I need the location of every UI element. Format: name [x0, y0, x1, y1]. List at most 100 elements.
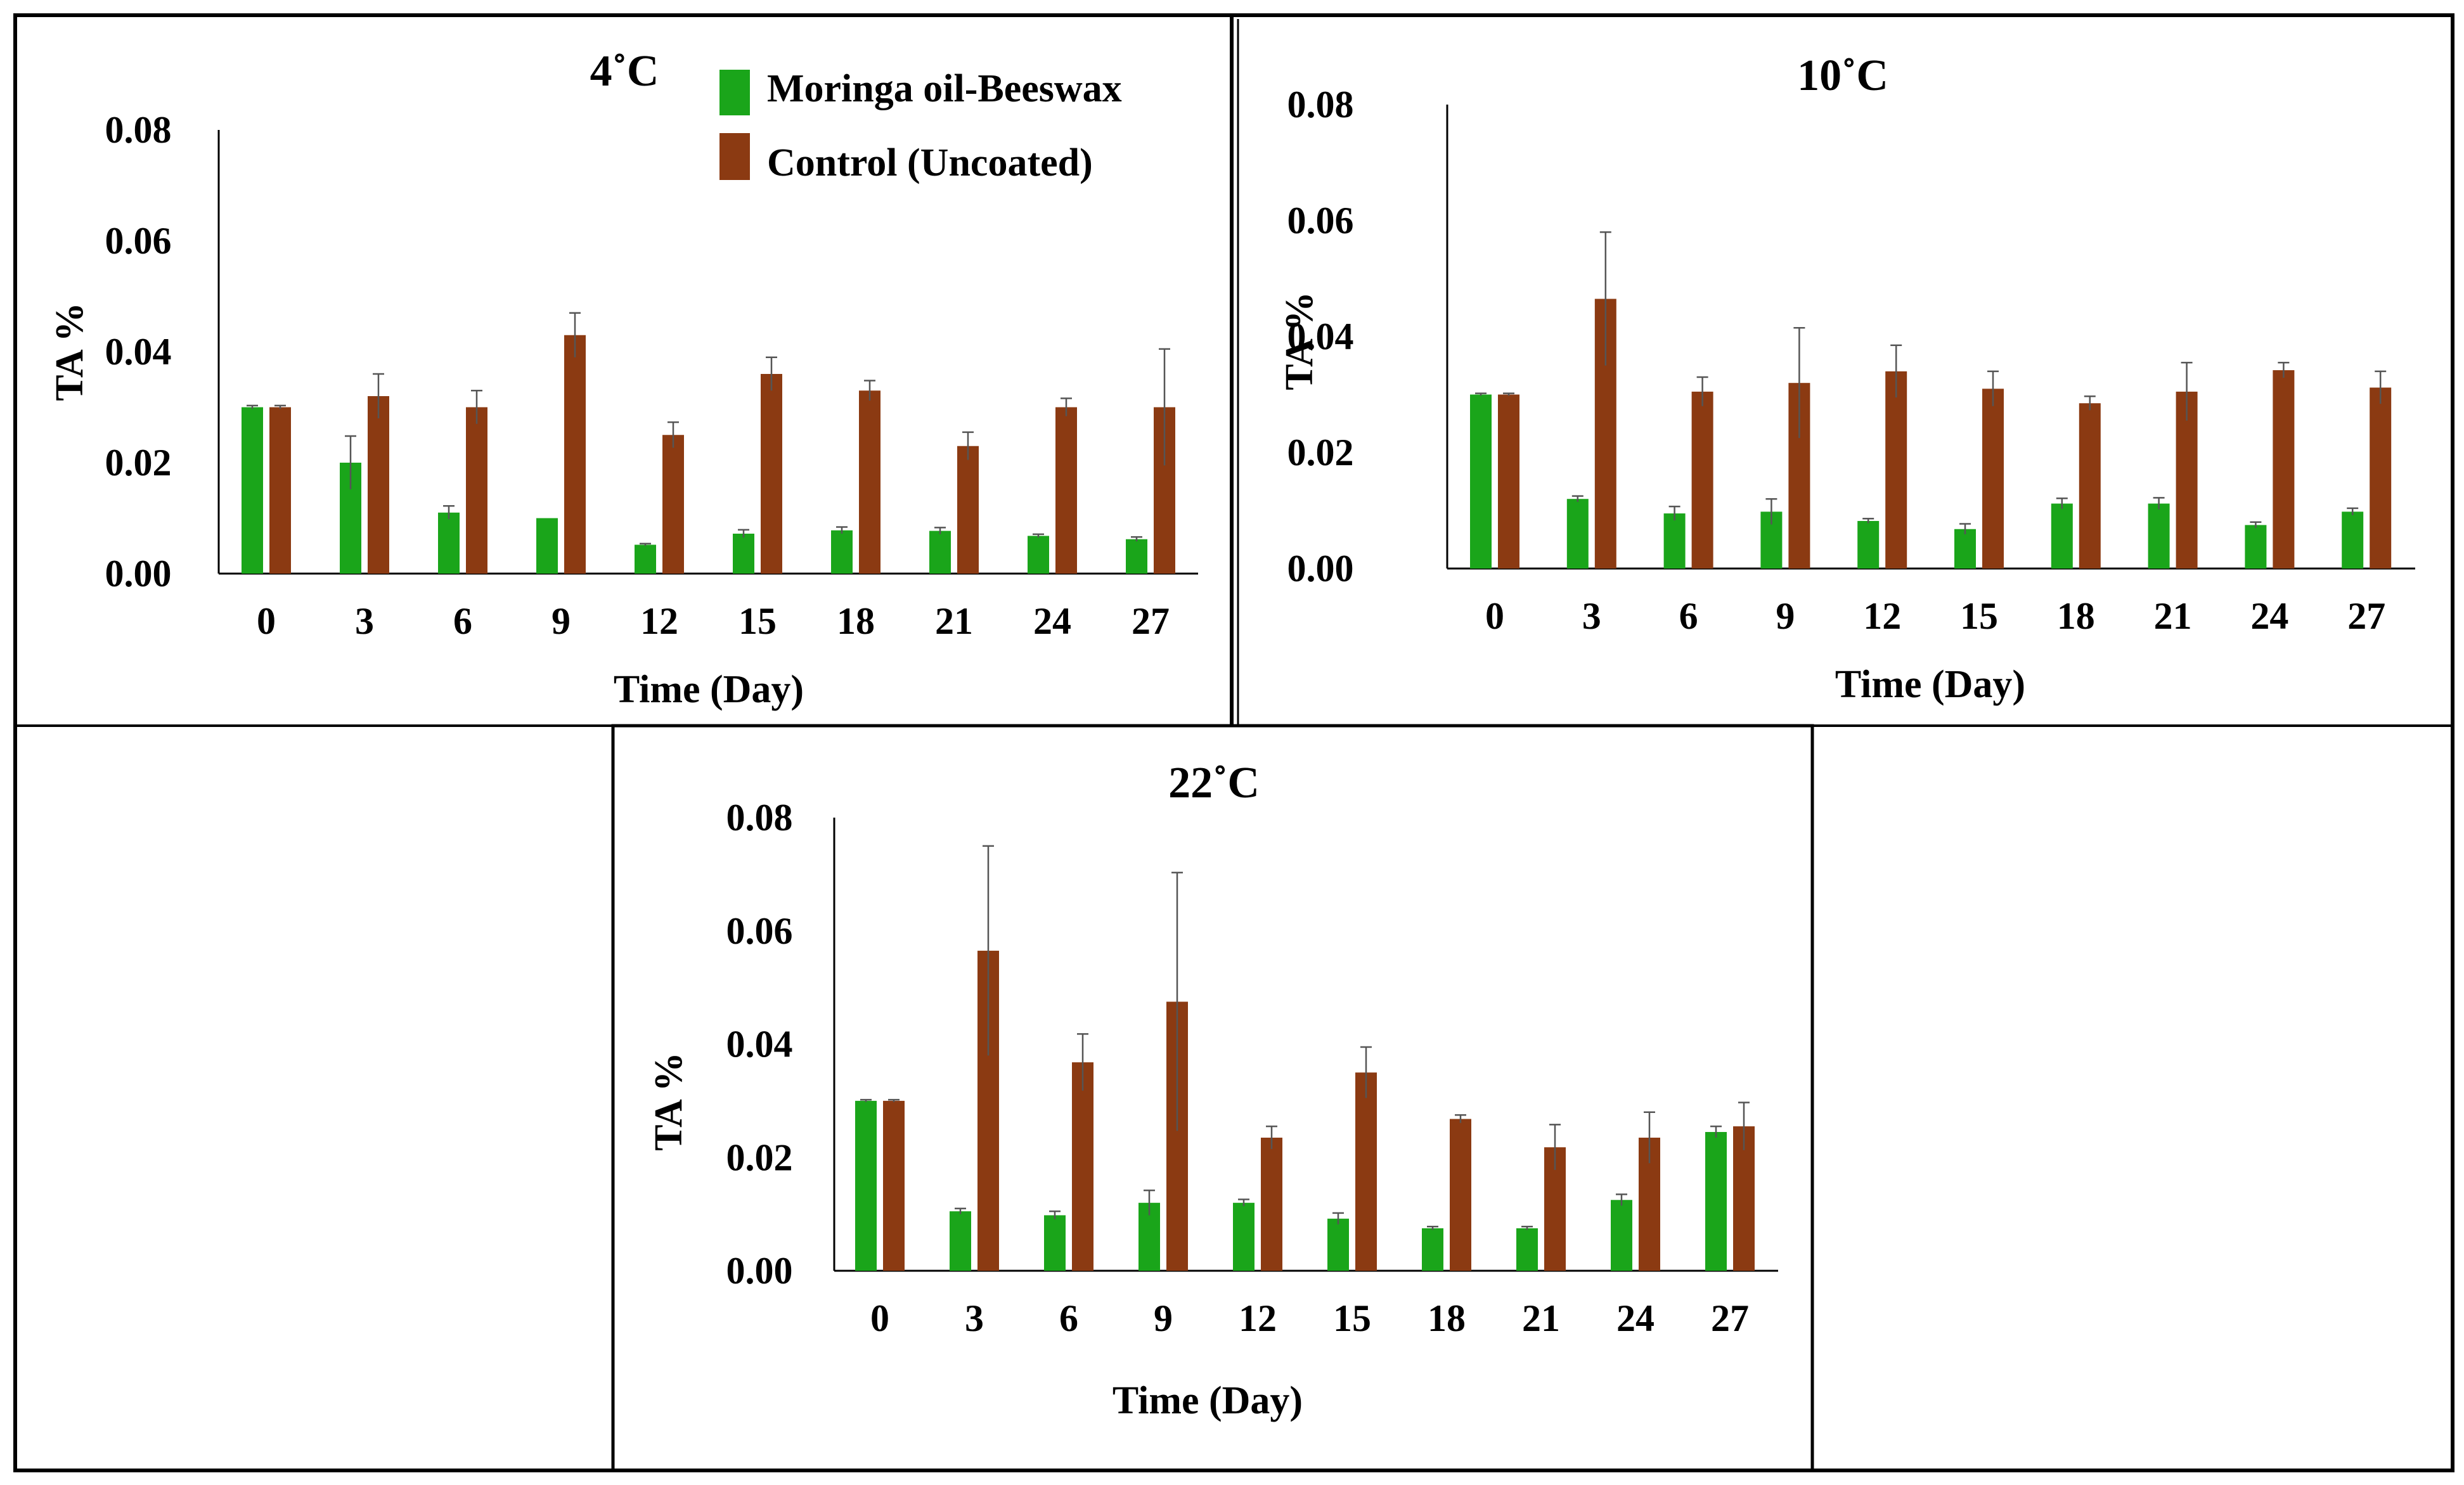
x-tick-label: 12	[1863, 595, 1901, 637]
bar-coated	[635, 544, 656, 574]
bar-control	[957, 446, 979, 574]
bar-coated	[950, 1211, 971, 1271]
y-tick-label: 0.00	[105, 553, 172, 595]
bar-control	[1055, 407, 1077, 574]
x-tick-label: 15	[1333, 1297, 1371, 1339]
y-tick-label: 0.00	[726, 1250, 793, 1292]
legend-swatch-control	[719, 133, 750, 180]
x-tick-label: 3	[355, 600, 374, 642]
bar-coated	[2342, 511, 2364, 569]
bar-coated	[2051, 503, 2073, 569]
x-tick-label: 3	[1582, 595, 1601, 637]
bar-coated	[1611, 1200, 1632, 1271]
bar-control	[564, 335, 586, 574]
y-tick-label: 0.04	[105, 331, 172, 373]
bar-coated	[733, 534, 754, 574]
bar-coated	[536, 518, 558, 574]
bar-control	[662, 435, 684, 574]
chart-title: 22˚C	[1168, 759, 1260, 807]
legend-label-coated: Moringa oil-Beeswax	[767, 67, 1122, 110]
bar-coated	[1663, 513, 1686, 569]
x-tick-label: 27	[1132, 600, 1170, 642]
panel-3-frame	[611, 724, 1814, 1472]
bar-coated	[1327, 1218, 1349, 1271]
x-tick-label: 9	[1154, 1297, 1173, 1339]
y-tick-label: 0.00	[1287, 548, 1354, 589]
x-tick-label: 15	[1960, 595, 1998, 637]
bar-coated	[1857, 520, 1880, 569]
bar-control	[1450, 1119, 1471, 1271]
bar-coated	[1044, 1215, 1066, 1271]
y-tick-label: 0.04	[1287, 316, 1354, 357]
bar-coated	[1516, 1228, 1538, 1271]
bar-coated	[1470, 394, 1492, 569]
bar-control	[1885, 371, 1907, 569]
y-tick-label: 0.08	[726, 797, 793, 839]
x-tick-label: 21	[935, 600, 973, 642]
bar-coated	[2148, 503, 2170, 569]
bar-control	[1072, 1062, 1093, 1271]
x-axis-label: Time (Day)	[614, 668, 804, 711]
legend-label-control: Control (Uncoated)	[767, 141, 1093, 184]
x-axis-label: Time (Day)	[1835, 663, 2025, 706]
y-tick-label: 0.02	[1287, 432, 1354, 473]
bar-coated	[1566, 499, 1589, 569]
x-tick-label: 15	[739, 600, 777, 642]
y-tick-label: 0.08	[1287, 84, 1354, 125]
legend-swatch-coated	[719, 70, 750, 115]
x-tick-label: 6	[453, 600, 472, 642]
x-tick-label: 12	[1239, 1297, 1277, 1339]
bar-coated	[831, 530, 853, 574]
bar-coated	[1705, 1132, 1727, 1271]
y-axis-label: TA %	[647, 1052, 690, 1151]
bar-control	[466, 407, 487, 574]
bar-coated	[1028, 536, 1049, 574]
x-tick-label: 27	[2347, 595, 2385, 637]
x-tick-label: 9	[551, 600, 571, 642]
x-axis-label: Time (Day)	[1113, 1379, 1303, 1422]
y-tick-label: 0.06	[105, 220, 172, 262]
bar-coated	[242, 407, 263, 574]
plot-area: 0.00 0.02 0.04 0.06 0.08 0 3 6 9 12 15 18 21 24 27	[726, 797, 1778, 1339]
chart-title: 4˚C	[590, 47, 659, 96]
bar-control	[2370, 387, 2392, 569]
y-tick-label: 0.06	[726, 910, 793, 952]
x-tick-label: 27	[1711, 1297, 1749, 1339]
x-tick-label: 24	[1616, 1297, 1654, 1339]
plot-area: 0.00 0.02 0.04 0.06 0.08 0 3 6 9 12 15 18 21 24 27	[105, 109, 1198, 642]
bar-control	[761, 374, 782, 574]
bar-control	[1733, 1126, 1755, 1271]
bar-control	[269, 407, 291, 574]
bar-control	[1261, 1137, 1282, 1271]
bar-control	[883, 1100, 905, 1271]
x-tick-label: 18	[1428, 1297, 1466, 1339]
bar-coated	[855, 1100, 877, 1271]
bar-coated	[438, 512, 460, 574]
bar-control	[1982, 389, 2004, 569]
bar-coated	[1422, 1228, 1443, 1271]
x-tick-label: 6	[1059, 1297, 1078, 1339]
bar-coated	[1954, 529, 1976, 569]
x-tick-label: 21	[1522, 1297, 1560, 1339]
bar-control	[1498, 394, 1519, 569]
chart-title: 10˚C	[1797, 51, 1888, 100]
y-tick-label: 0.02	[726, 1136, 793, 1178]
bar-control	[2273, 370, 2295, 569]
bar-coated	[1233, 1202, 1255, 1271]
x-tick-label: 24	[1033, 600, 1071, 642]
bar-coated	[2245, 525, 2267, 569]
bar-control	[368, 396, 389, 574]
x-tick-label: 6	[1679, 595, 1698, 637]
x-tick-label: 0	[870, 1297, 889, 1339]
bar-control	[2176, 391, 2198, 569]
x-tick-label: 0	[257, 600, 276, 642]
y-axis-label: TA %	[1278, 292, 1321, 390]
bar-coated	[929, 530, 951, 574]
x-tick-label: 3	[965, 1297, 984, 1339]
x-tick-label: 12	[640, 600, 678, 642]
x-tick-label: 18	[837, 600, 875, 642]
chart-panel-10c: 10˚C TA % Time (Day) 0.000.020.040.060.0…	[1278, 51, 2415, 706]
x-tick-label: 24	[2250, 595, 2288, 637]
bar-control	[2079, 403, 2101, 569]
legend: Moringa oil-Beeswax Control (Uncoated)	[719, 67, 1122, 184]
